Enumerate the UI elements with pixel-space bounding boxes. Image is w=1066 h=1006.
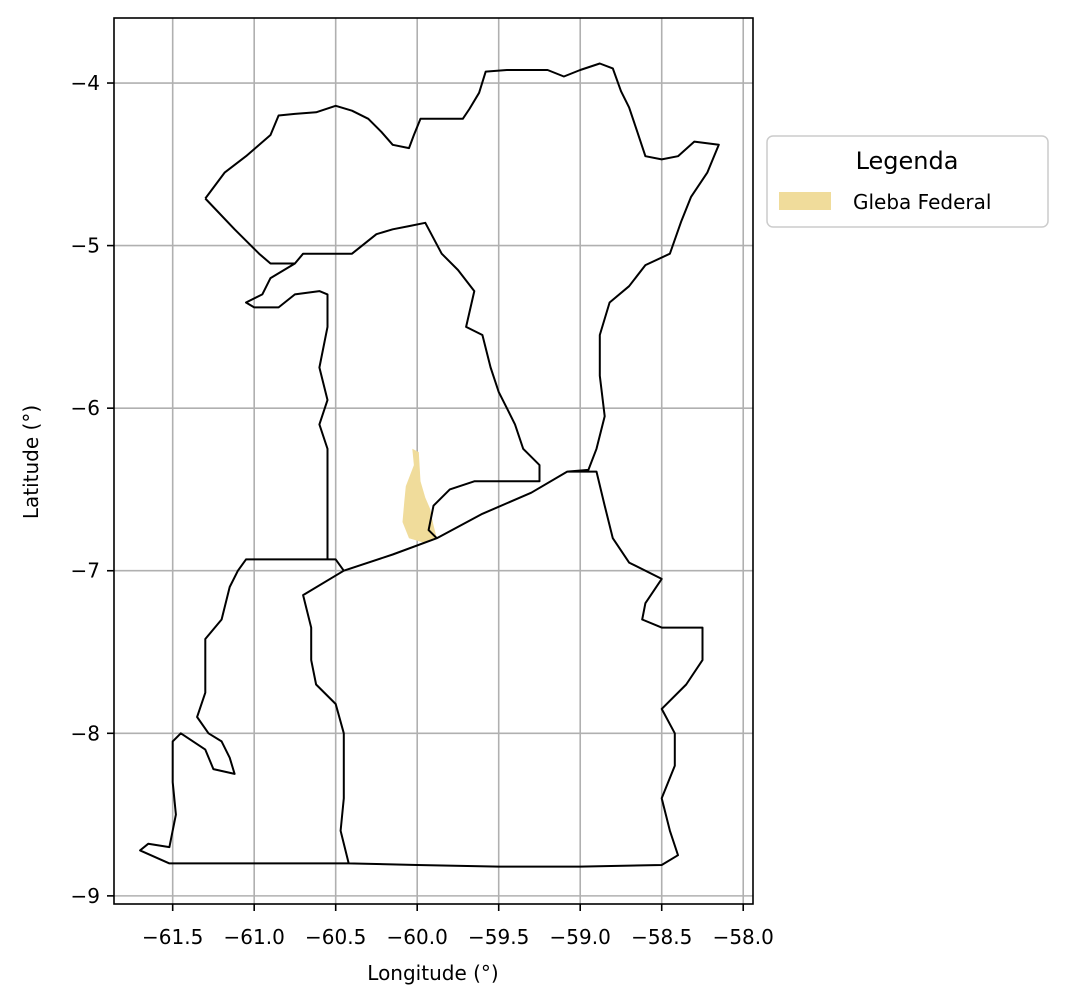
municipal-boundary bbox=[204, 197, 541, 539]
x-tick-label: −61.0 bbox=[224, 925, 285, 949]
x-axis-label: Longitude (°) bbox=[367, 961, 498, 985]
legend-swatch-gleba-federal bbox=[779, 192, 831, 210]
legend-title: Legenda bbox=[856, 147, 959, 175]
y-tick-label: −7 bbox=[71, 559, 100, 583]
municipal-boundaries-layer bbox=[139, 62, 720, 868]
y-tick-label: −8 bbox=[71, 721, 100, 745]
legend: Legenda Gleba Federal bbox=[766, 135, 1049, 228]
x-axis-ticks: −61.5 −61.0 −60.5 −60.0 −59.5 −59.0 −58.5 −58.0 bbox=[142, 904, 774, 949]
x-tick-label: −58.5 bbox=[631, 925, 692, 949]
x-tick-label: −59.0 bbox=[550, 925, 611, 949]
y-tick-label: −5 bbox=[71, 234, 100, 258]
legend-frame bbox=[766, 135, 1049, 228]
x-tick-label: −61.5 bbox=[142, 925, 203, 949]
y-axis-ticks: −4 −5 −6 −7 −8 −9 bbox=[71, 71, 114, 908]
x-tick-label: −60.0 bbox=[387, 925, 448, 949]
grid-lines bbox=[114, 18, 753, 904]
x-tick-label: −58.0 bbox=[713, 925, 774, 949]
y-tick-label: −9 bbox=[71, 884, 100, 908]
municipal-boundary bbox=[245, 262, 329, 560]
y-tick-label: −6 bbox=[71, 396, 100, 420]
x-tick-label: −59.5 bbox=[468, 925, 529, 949]
gleba-federal-layer bbox=[402, 448, 437, 544]
legend-entry-gleba-federal: Gleba Federal bbox=[853, 190, 991, 214]
y-axis-label: Latitude (°) bbox=[19, 405, 43, 519]
y-tick-label: −4 bbox=[71, 71, 100, 95]
gleba-federal-area bbox=[402, 448, 437, 544]
municipal-boundary bbox=[139, 62, 720, 868]
axes-frame bbox=[113, 17, 754, 905]
x-tick-label: −60.5 bbox=[305, 925, 366, 949]
